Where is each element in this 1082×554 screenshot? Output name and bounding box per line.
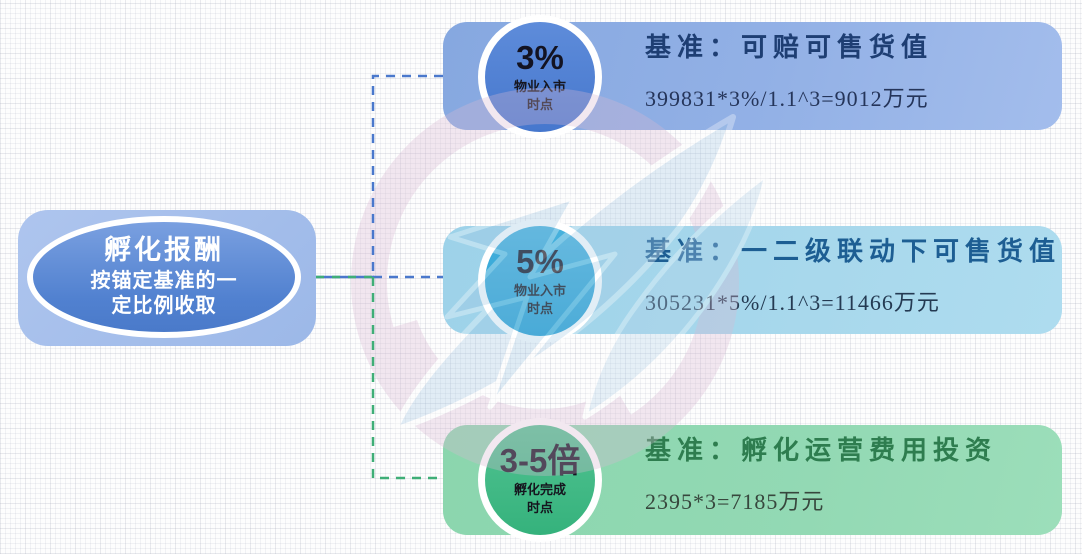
badge-circle-3pct: 3% 物业入市 时点	[478, 15, 602, 139]
badge-value: 5%	[516, 242, 564, 280]
badge-inner: 5% 物业入市 时点	[485, 226, 595, 336]
badge-circle-3to5x: 3-5倍 孵化完成 时点	[478, 418, 602, 542]
branch-heading: 基准：可赔可售货值	[645, 33, 934, 62]
badge-value: 3-5倍	[499, 441, 581, 479]
badge-label: 物业入市 时点	[513, 78, 566, 112]
branch-heading: 基准：一二级联动下可售货值	[645, 237, 1062, 266]
root-node: 孵化报酬 按锚定基准的一 定比例收取	[18, 210, 316, 346]
badge-inner: 3% 物业入市 时点	[485, 22, 595, 132]
branch-formula: 305231*5%/1.1^3=11466万元	[645, 290, 940, 315]
branch-formula: 2395*3=7185万元	[645, 489, 825, 514]
badge-inner: 3-5倍 孵化完成 时点	[485, 425, 595, 535]
root-node-ellipse: 孵化报酬 按锚定基准的一 定比例收取	[27, 216, 301, 338]
connector-green-dashed	[371, 277, 443, 480]
badge-circle-5pct: 5% 物业入市 时点	[478, 219, 602, 343]
root-node-title: 孵化报酬	[104, 235, 224, 266]
branch-formula: 399831*3%/1.1^3=9012万元	[645, 86, 929, 111]
root-node-subtitle: 按锚定基准的一 定比例收取	[90, 269, 238, 317]
badge-label: 物业入市 时点	[513, 282, 566, 316]
badge-label: 孵化完成 时点	[513, 481, 566, 515]
badge-value: 3%	[516, 38, 564, 76]
branch-heading: 基准：孵化运营费用投资	[645, 436, 998, 465]
connector-blue-dashed	[371, 74, 443, 279]
